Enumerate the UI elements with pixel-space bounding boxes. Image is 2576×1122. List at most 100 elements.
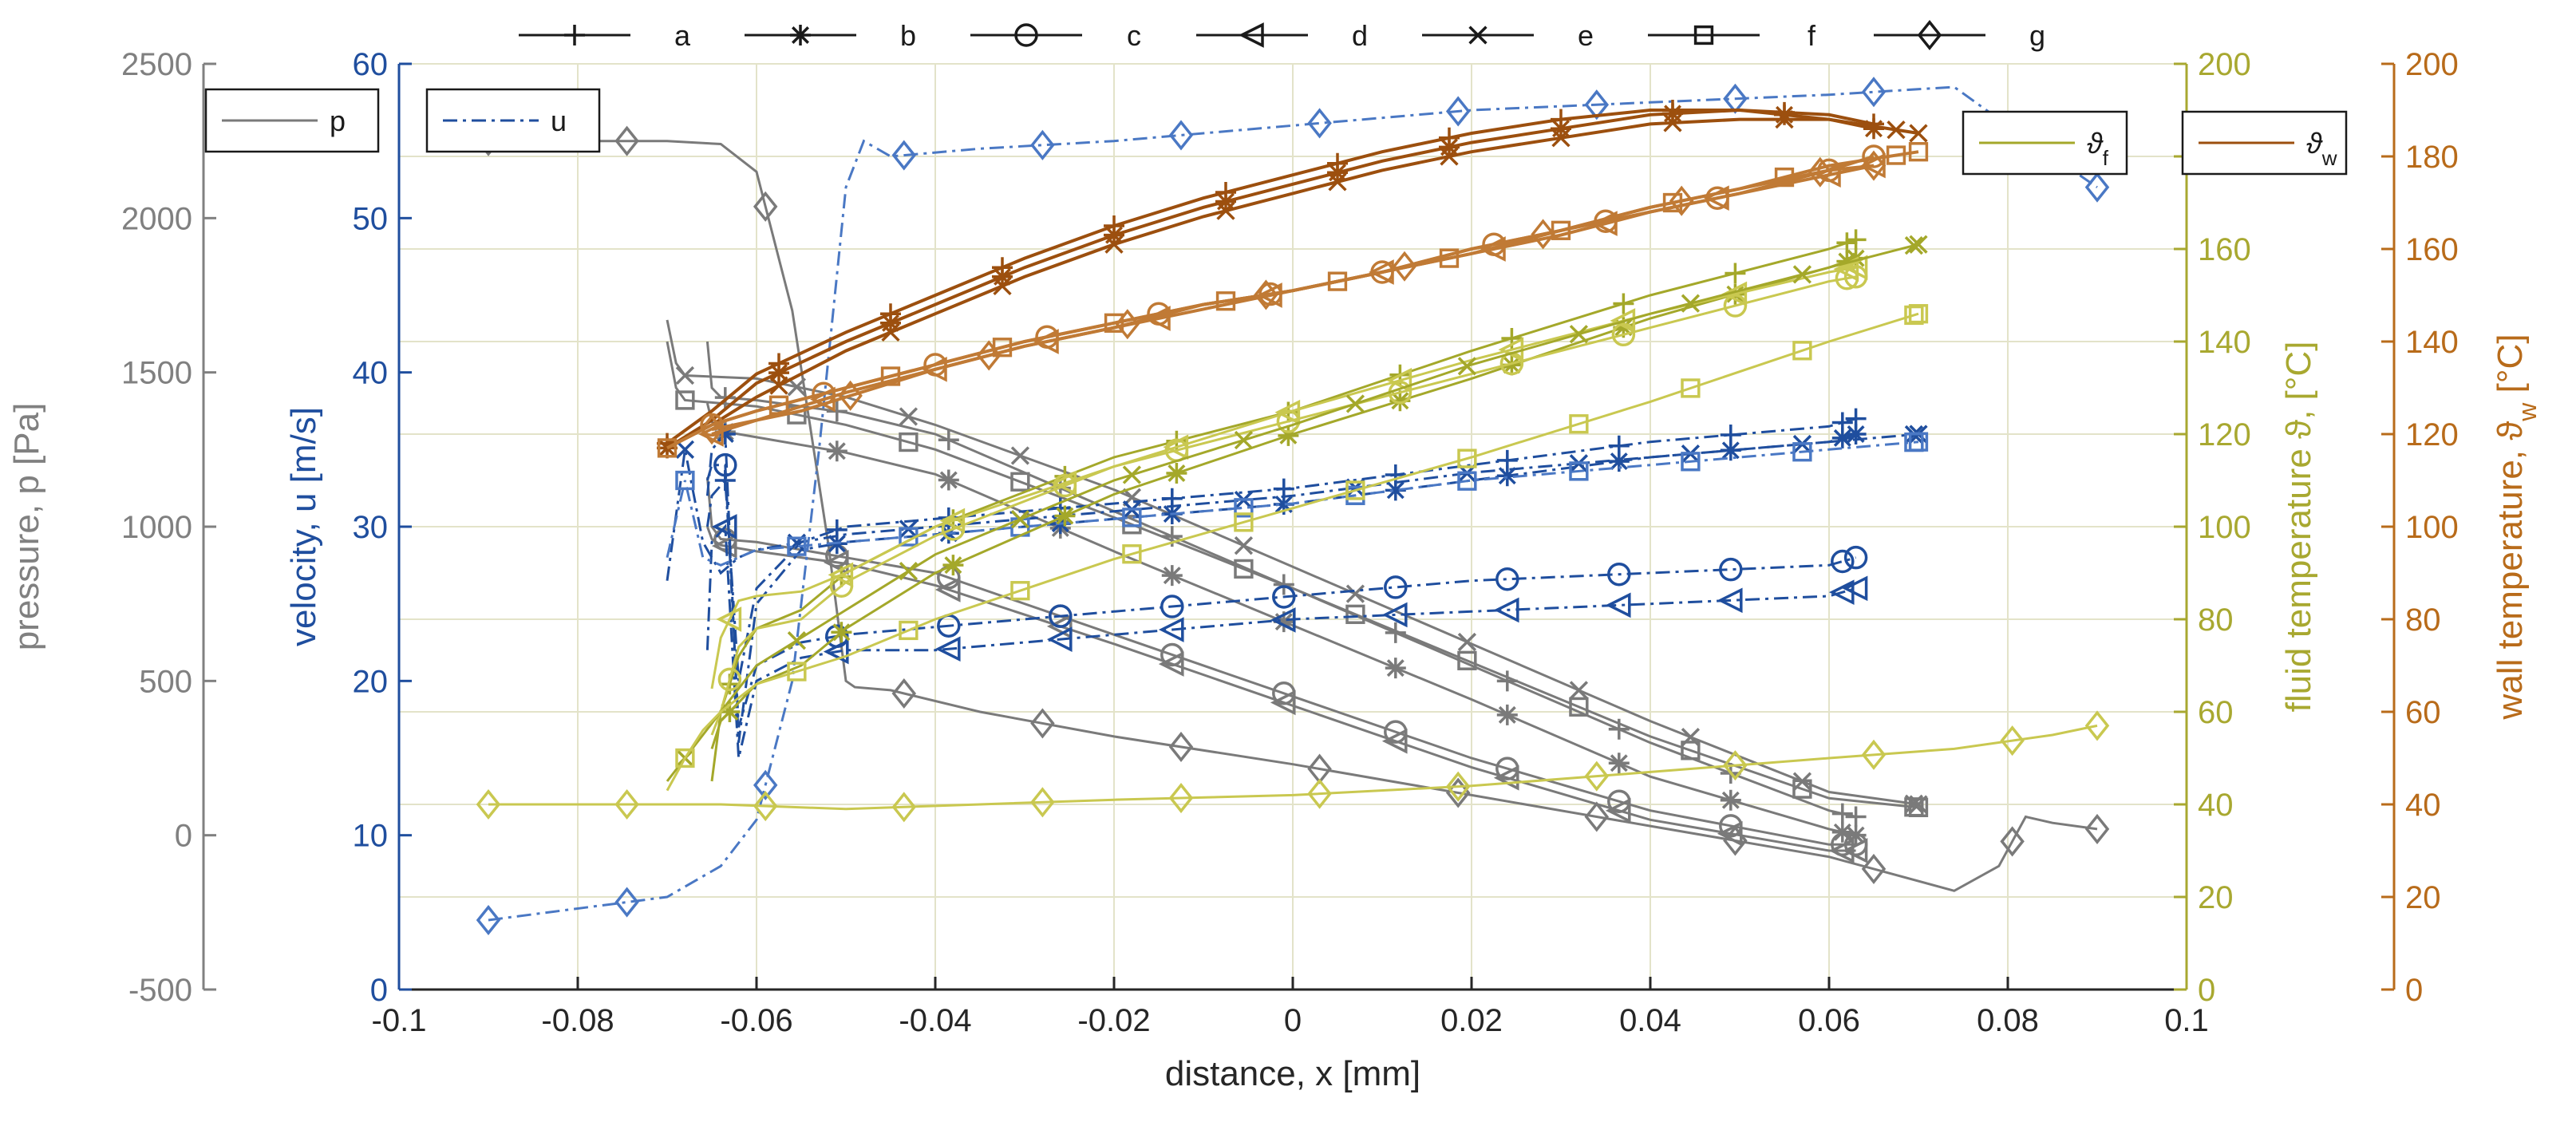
pressure-tick-label: 2000 — [121, 201, 192, 236]
data-point — [1723, 750, 1748, 781]
legend-entry-d: d — [1196, 19, 1368, 52]
data-point — [1457, 471, 1477, 491]
data-point — [1605, 592, 1631, 618]
marker-diamond — [614, 887, 639, 918]
data-point — [1381, 728, 1408, 754]
data-point — [1842, 838, 1868, 863]
data-point — [1234, 430, 1254, 450]
data-point — [1725, 263, 1746, 284]
marker-square — [1693, 25, 1714, 45]
marker-square — [1908, 432, 1929, 452]
data-point — [2000, 826, 2025, 857]
marker-diamond — [1307, 108, 1332, 139]
data-point — [1863, 118, 1884, 140]
data-point — [1160, 595, 1184, 618]
data-point — [1669, 185, 1694, 216]
marker-plus — [1845, 229, 1867, 251]
marker-diamond — [1861, 77, 1887, 108]
legend-label: b — [900, 19, 916, 52]
data-point — [899, 562, 919, 581]
marker-diamond — [891, 678, 917, 709]
marker-diamond — [1307, 778, 1332, 809]
marker-circle — [1049, 604, 1073, 628]
data-point — [1845, 806, 1867, 828]
marker-star — [938, 469, 959, 491]
marker-diamond — [1861, 739, 1887, 770]
data-point — [1681, 294, 1701, 313]
fluid-tick-label: 20 — [2198, 880, 2234, 915]
x-tick-label: 0.04 — [1619, 1003, 1681, 1038]
data-point — [1501, 354, 1523, 376]
data-point — [1845, 424, 1867, 444]
legend-marker — [1917, 19, 1942, 51]
data-point — [1104, 235, 1124, 254]
x-tick-label: 0.1 — [2164, 1003, 2209, 1038]
marker-triangle — [1842, 255, 1868, 281]
data-point — [1569, 325, 1589, 344]
marker-diamond — [1584, 89, 1610, 120]
marker-star — [1166, 463, 1187, 484]
data-series — [476, 77, 2110, 936]
marker-x — [1216, 201, 1235, 220]
marker-square — [1010, 581, 1030, 601]
legend-entry-b: b — [745, 19, 916, 52]
x-tick-label: 0.02 — [1440, 1003, 1503, 1038]
data-point — [899, 432, 919, 452]
data-point — [1158, 651, 1184, 677]
data-point — [942, 555, 964, 576]
marker-triangle — [1046, 626, 1073, 652]
marker-plus — [938, 429, 959, 451]
marker-star — [714, 424, 736, 444]
data-point — [1792, 341, 1812, 361]
marker-x — [1122, 465, 1142, 484]
data-point — [2084, 172, 2110, 203]
wall-tick-label: 100 — [2405, 510, 2459, 545]
velocity-tick-label: 30 — [353, 510, 389, 545]
legend-marker — [564, 25, 585, 45]
data-point — [714, 424, 736, 444]
data-point — [1278, 425, 1299, 446]
data-point — [1569, 461, 1589, 481]
x-tick-label: 0.08 — [1977, 1003, 2039, 1038]
marker-star — [831, 622, 852, 643]
marker-star — [1836, 251, 1858, 272]
marker-plus — [826, 401, 847, 422]
data-point — [753, 191, 778, 222]
marker-star — [1831, 427, 1853, 448]
marker-diamond — [2084, 710, 2110, 741]
data-point — [1909, 235, 1928, 254]
data-point — [1908, 142, 1929, 162]
data-point — [1122, 544, 1142, 564]
marker-triangle — [1274, 399, 1301, 425]
legend-marker — [1468, 26, 1488, 45]
legend-box-symbol: ϑ — [2306, 127, 2323, 160]
legend-box-velocity: u — [425, 88, 601, 153]
series-wall-g — [699, 150, 1887, 445]
data-point — [1613, 293, 1634, 314]
wall-tick-label: 20 — [2405, 880, 2441, 915]
marker-diamond — [1445, 777, 1471, 808]
series-line — [666, 441, 1919, 567]
data-point — [1168, 782, 1194, 814]
marker-star — [1496, 465, 1518, 487]
marker-diamond — [1168, 782, 1194, 814]
marker-triangle — [711, 514, 737, 539]
data-point — [1327, 271, 1348, 291]
data-point — [2084, 813, 2110, 844]
data-point — [1457, 357, 1477, 376]
data-point — [1010, 472, 1030, 492]
marker-triangle — [1051, 470, 1077, 496]
marker-diamond — [753, 191, 778, 222]
data-point — [823, 638, 849, 665]
marker-triangle — [1605, 797, 1631, 824]
wall-tick-label: 180 — [2405, 140, 2459, 175]
marker-square — [657, 438, 678, 458]
marker-x — [1775, 109, 1794, 129]
data-point — [1662, 192, 1683, 213]
data-point — [1607, 562, 1631, 587]
data-point — [1345, 604, 1365, 624]
marker-square — [1681, 452, 1701, 472]
legend-entry-e: e — [1422, 19, 1594, 52]
data-point — [1831, 821, 1853, 843]
